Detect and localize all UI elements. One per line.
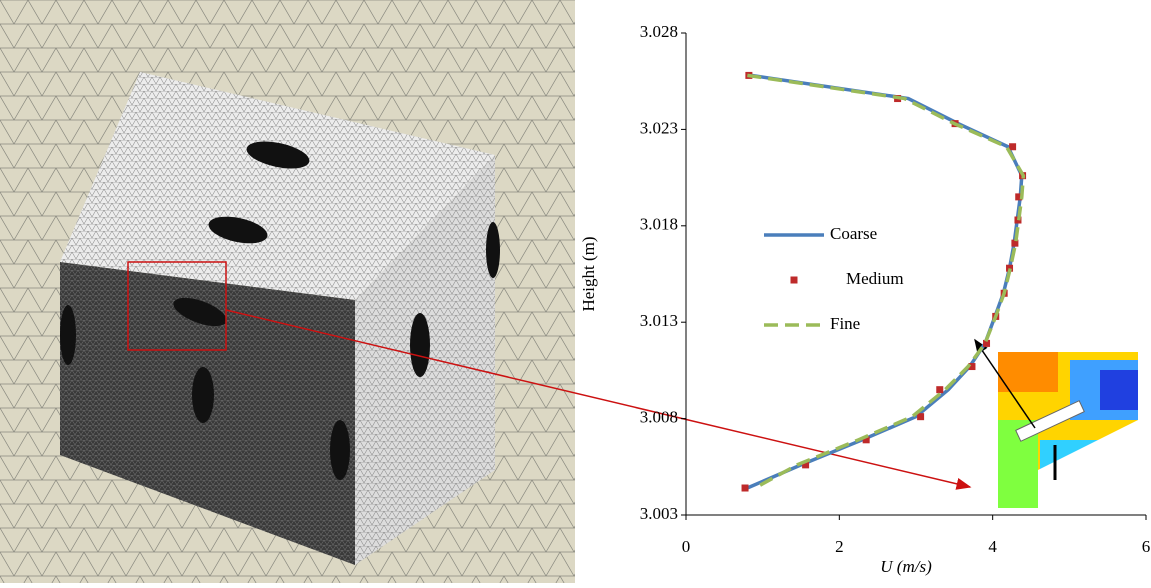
legend-label: Medium [846,269,904,288]
figure: 3.003 3.008 3.013 3.018 3.023 3.028 0 2 4 6 U (m/s… [0,0,1151,583]
marker [936,386,943,393]
x-tick-label: 6 [1142,537,1151,556]
marker [917,413,924,420]
y-tick-label: 3.008 [640,408,678,427]
y-tick-label: 3.018 [640,215,678,234]
marker [1009,143,1016,150]
x-tick-label: 4 [988,537,997,556]
contour-inset [975,340,1138,508]
x-axis-label: U (m/s) [880,557,932,576]
y-tick-label: 3.003 [640,504,678,523]
marker [742,485,749,492]
legend-label: Fine [830,314,860,333]
legend-label: Coarse [830,224,877,243]
y-tick-label: 3.023 [640,118,678,137]
y-axis-label: Height (m) [579,236,598,311]
y-tick-label: 3.013 [640,311,678,330]
legend-swatch [791,277,798,284]
y-tick-label: 3.028 [640,22,678,41]
x-tick-label: 2 [835,537,844,556]
x-tick-label: 0 [682,537,691,556]
